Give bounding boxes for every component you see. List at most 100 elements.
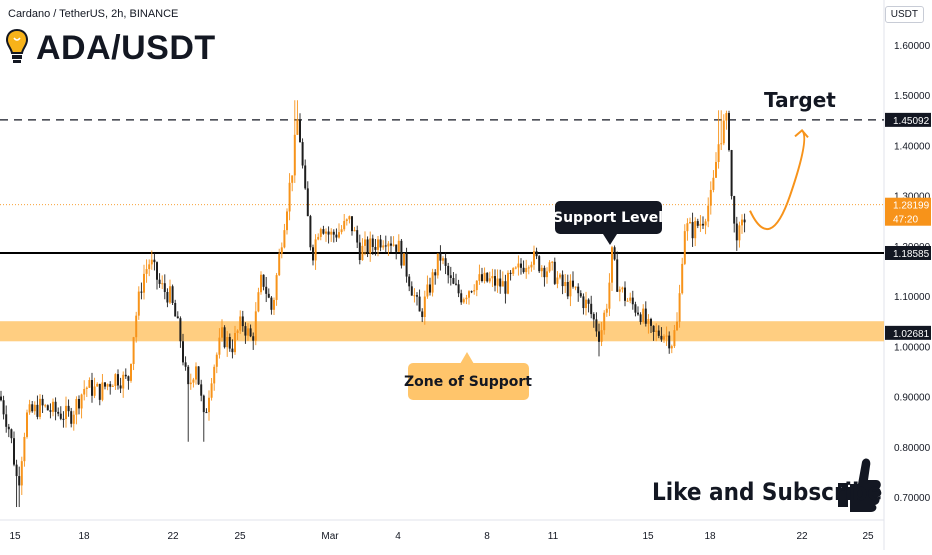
thumb-hand xyxy=(850,458,882,512)
candle-body xyxy=(221,327,223,338)
candle-body xyxy=(106,384,109,387)
candle-body xyxy=(104,382,106,387)
candle-body xyxy=(657,330,660,336)
candle-body xyxy=(156,262,158,280)
candle-body xyxy=(408,276,411,287)
candle-body xyxy=(426,284,429,297)
candle-body xyxy=(683,231,686,264)
candle-body xyxy=(696,221,699,226)
candle-body xyxy=(226,337,229,348)
candle-body xyxy=(137,291,140,316)
ticker-title: ADA/USDT xyxy=(36,28,216,67)
candle-body xyxy=(306,188,309,217)
candle-body xyxy=(213,366,216,384)
x-tick-label: 22 xyxy=(796,531,808,542)
candle-body xyxy=(608,282,611,309)
candle-body xyxy=(283,230,286,248)
currency-button[interactable]: USDT xyxy=(884,6,924,23)
candle-body xyxy=(2,400,5,415)
candle-body xyxy=(187,366,190,385)
candle-body xyxy=(548,262,551,272)
candle-body xyxy=(70,411,73,424)
candle-body xyxy=(249,328,252,337)
candle-body xyxy=(239,316,242,331)
candle-body xyxy=(111,385,114,387)
candle-body xyxy=(254,311,257,341)
candle-body xyxy=(54,401,57,412)
candle-body xyxy=(715,161,717,178)
candle-body xyxy=(340,229,343,233)
candle-body xyxy=(36,404,39,417)
candle-body xyxy=(429,284,431,293)
candle-body xyxy=(117,374,119,386)
candle-body xyxy=(65,405,67,420)
candle-body xyxy=(223,327,226,348)
candle-body xyxy=(10,429,13,439)
candle-body xyxy=(299,119,301,143)
candle-body xyxy=(483,272,486,282)
candle-body xyxy=(15,464,18,477)
candle-body xyxy=(639,314,642,322)
y-tick-label: 0.70000 xyxy=(894,493,931,504)
candle-body xyxy=(465,297,468,300)
candle-body xyxy=(20,461,23,486)
x-tick-label: 8 xyxy=(484,531,490,542)
candle-body xyxy=(600,330,603,342)
candle-body xyxy=(624,287,626,301)
candle-body xyxy=(436,253,439,276)
y-tick-label: 0.90000 xyxy=(894,393,931,404)
candle-body xyxy=(678,293,681,322)
zone-pointer xyxy=(460,352,474,364)
candle-body xyxy=(572,280,574,287)
lightbulb-icon xyxy=(6,28,28,63)
candle-body xyxy=(72,414,75,424)
candle-body xyxy=(702,223,704,226)
candle-body xyxy=(130,364,132,381)
candle-body xyxy=(530,264,533,268)
target-price-tag: 1.45092 xyxy=(893,116,930,127)
y-tick-label: 1.50000 xyxy=(894,91,931,102)
candle-body xyxy=(475,280,478,291)
zone-callout: Zone of Support xyxy=(404,352,532,400)
candle-body xyxy=(626,300,629,302)
candle-body xyxy=(192,379,195,383)
candle-body xyxy=(668,335,671,349)
candle-body xyxy=(520,263,522,268)
projection-arrowhead xyxy=(794,128,809,139)
candle-body xyxy=(335,234,338,238)
candle-body xyxy=(405,253,408,277)
candle-body xyxy=(390,243,392,246)
candle-body xyxy=(293,134,296,176)
candle-body xyxy=(364,239,366,246)
candle-body xyxy=(296,119,299,135)
candle-body xyxy=(470,291,473,293)
candle-body xyxy=(507,272,509,294)
candle-body xyxy=(462,299,465,303)
projection-path xyxy=(749,129,806,231)
candle-body xyxy=(556,277,559,284)
candle-body xyxy=(410,286,413,296)
candle-body xyxy=(353,230,356,232)
candle-body xyxy=(421,311,424,317)
candle-body xyxy=(85,387,88,389)
candle-body xyxy=(392,244,395,246)
price-axis[interactable] xyxy=(884,0,932,550)
candle-body xyxy=(252,336,255,341)
candle-body xyxy=(473,290,476,292)
candle-body xyxy=(457,284,460,294)
candle-body xyxy=(637,312,639,315)
candle-body xyxy=(444,258,447,266)
candle-body xyxy=(540,267,543,272)
candle-body xyxy=(322,229,325,234)
candle-body xyxy=(101,382,104,400)
candle-body xyxy=(153,259,156,263)
candle-body xyxy=(145,269,148,274)
candle-body xyxy=(215,354,218,367)
candle-body xyxy=(418,296,421,312)
candle-body xyxy=(733,196,736,224)
ticker-heading: ADA/USDT xyxy=(6,28,216,68)
candle-body xyxy=(488,278,491,282)
candle-body xyxy=(150,259,153,265)
